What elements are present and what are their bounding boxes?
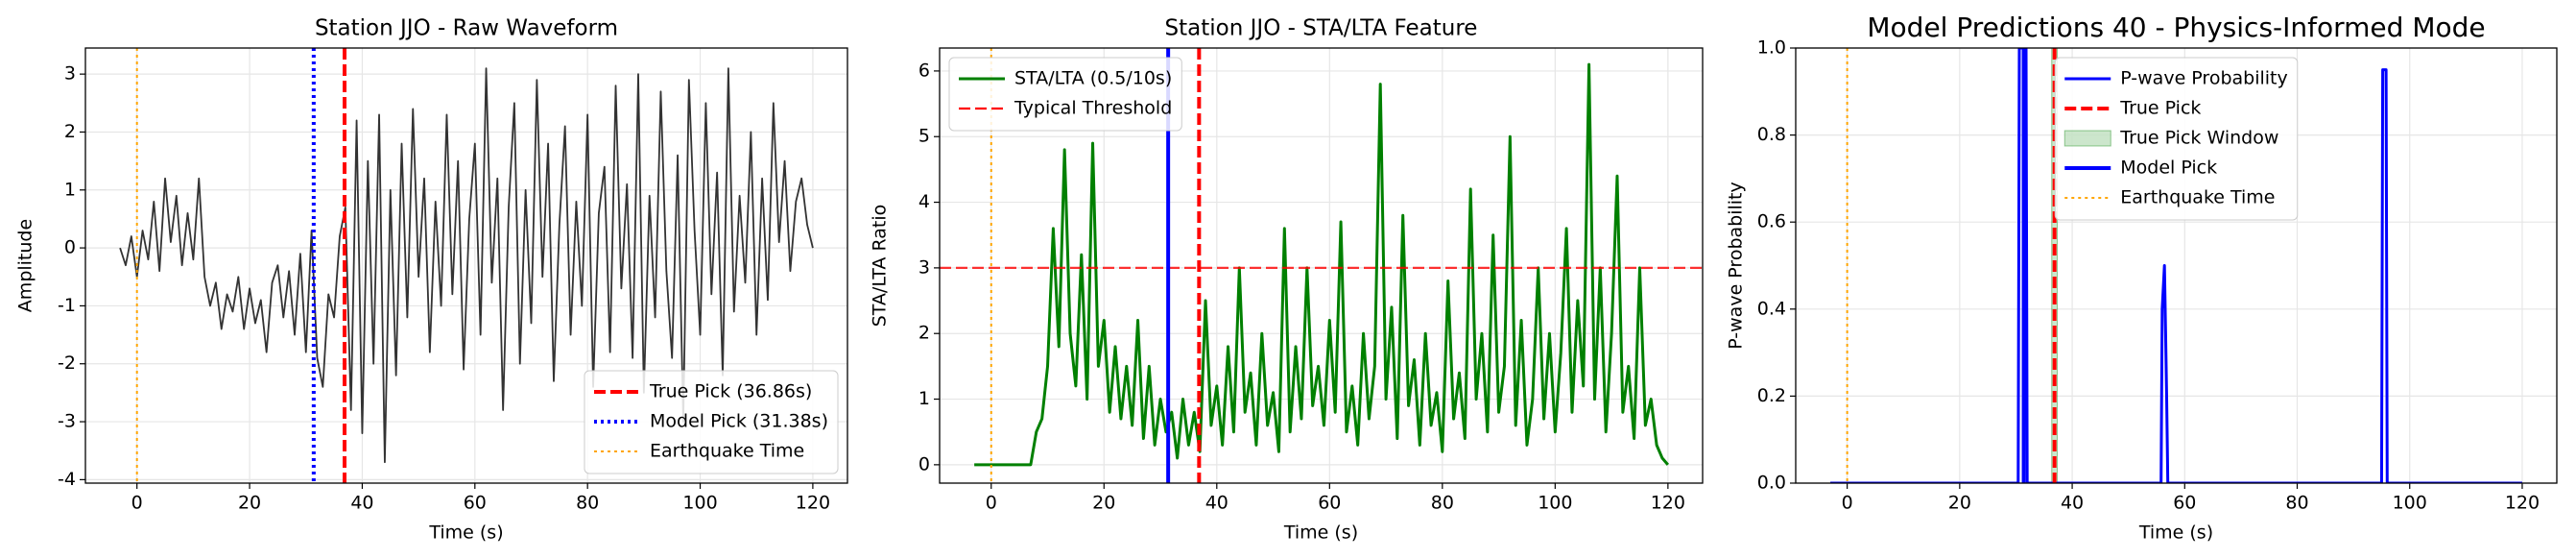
legend-label: STA/LTA (0.5/10s)	[1014, 68, 1172, 89]
y-axis-label: STA/LTA Ratio	[870, 205, 891, 328]
data-line	[974, 62, 1669, 467]
y-tick-label: 1	[918, 388, 930, 409]
plot-area	[119, 48, 814, 483]
x-tick-label: 0	[1842, 493, 1853, 514]
legend: STA/LTA (0.5/10s) Typical Threshold	[948, 57, 1182, 132]
legend-label: Earthquake Time	[650, 441, 804, 462]
x-tick-label: 100	[2393, 493, 2427, 514]
axes-frame	[1795, 47, 2558, 484]
x-tick-label: 40	[350, 493, 373, 514]
y-tick-label: 0.0	[1757, 473, 1786, 494]
y-tick-label: 0.2	[1757, 385, 1786, 406]
y-tick-label: 3	[64, 63, 76, 85]
y-tick-label: -1	[58, 295, 76, 316]
panel: 0 20 40 60 80 100 120 0 1 2 3 4 5 6 Station JJO - STA/…	[870, 16, 1704, 544]
legend-label: Model Pick (31.38s)	[650, 411, 828, 432]
x-tick-label: 0	[986, 493, 997, 514]
y-axis-label: Amplitude	[15, 219, 36, 312]
chart-title: Model Predictions 40 - Physics-Informed …	[1867, 12, 2485, 43]
x-tick-label: 80	[2285, 493, 2308, 514]
legend-box	[948, 57, 1182, 132]
legend-box	[584, 370, 839, 474]
legend-label: Typical Threshold	[1014, 98, 1172, 119]
y-axis-label: P-wave Probability	[1726, 182, 1747, 350]
legend-swatch	[2063, 130, 2111, 147]
y-tick-label: -2	[58, 352, 76, 374]
x-tick-label: 20	[1948, 493, 1971, 514]
y-tick-label: 0	[64, 237, 76, 258]
y-tick-label: 1	[64, 179, 76, 200]
y-tick-label: 0.4	[1757, 298, 1786, 319]
x-tick-label: 40	[2061, 493, 2084, 514]
legend-label: Model Pick	[2120, 158, 2217, 179]
y-tick-label: -3	[58, 411, 76, 432]
x-tick-label: 20	[238, 493, 261, 514]
panel: 0 20 40 60 80 100 120 -4 -3 -2 -1 0 1 2 3 Station JJO -…	[15, 16, 848, 544]
legend: P-wave Probability True Pick True Pick Win…	[2054, 57, 2299, 221]
x-tick-label: 80	[576, 493, 599, 514]
y-tick-label: 0.8	[1757, 124, 1786, 145]
x-tick-label: 0	[131, 493, 143, 514]
y-tick-label: 1.0	[1757, 37, 1786, 59]
legend-label: True Pick	[2119, 98, 2201, 119]
x-axis-label: Time (s)	[1283, 523, 1358, 544]
legend-label: P-wave Probability	[2120, 68, 2288, 89]
x-tick-label: 100	[682, 493, 717, 514]
data-line	[1830, 48, 2522, 483]
axes-frame	[939, 47, 1704, 484]
x-tick-label: 20	[1092, 493, 1115, 514]
x-axis-label: Time (s)	[428, 523, 503, 544]
axes-frame	[84, 47, 848, 484]
x-tick-label: 120	[2505, 493, 2540, 514]
data-line	[119, 67, 814, 464]
y-tick-label: -4	[58, 469, 76, 490]
x-tick-label: 120	[1651, 493, 1685, 514]
y-tick-label: 2	[918, 323, 930, 344]
y-tick-label: 6	[918, 60, 930, 81]
y-tick-label: 5	[918, 126, 930, 147]
legend-label: True Pick (36.86s)	[649, 381, 812, 402]
x-tick-label: 60	[464, 493, 487, 514]
x-tick-label: 40	[1205, 493, 1228, 514]
x-tick-label: 80	[1431, 493, 1454, 514]
legend: True Pick (36.86s) Model Pick (31.38s) Ear…	[584, 370, 839, 474]
chart-title: Station JJO - STA/LTA Feature	[1165, 16, 1478, 41]
y-tick-label: 4	[918, 191, 930, 212]
y-tick-label: 0.6	[1757, 211, 1786, 232]
y-tick-label: 2	[64, 121, 76, 142]
y-tick-label: 3	[918, 256, 930, 278]
legend-label: Earthquake Time	[2120, 187, 2275, 208]
y-tick-label: 0	[918, 453, 930, 474]
x-tick-label: 60	[2173, 493, 2196, 514]
x-tick-label: 100	[1538, 493, 1572, 514]
x-tick-label: 60	[1318, 493, 1341, 514]
legend-label: True Pick Window	[2119, 128, 2278, 149]
chart-title: Station JJO - Raw Waveform	[315, 16, 618, 41]
x-axis-label: Time (s)	[2138, 523, 2213, 544]
panel: 0 20 40 60 80 100 120 0.0 0.2 0.4 0.6 0.8 1.0 Model P…	[1726, 12, 2558, 544]
plot-area	[1830, 48, 2522, 483]
x-tick-label: 120	[796, 493, 830, 514]
legend-box	[2054, 57, 2299, 221]
